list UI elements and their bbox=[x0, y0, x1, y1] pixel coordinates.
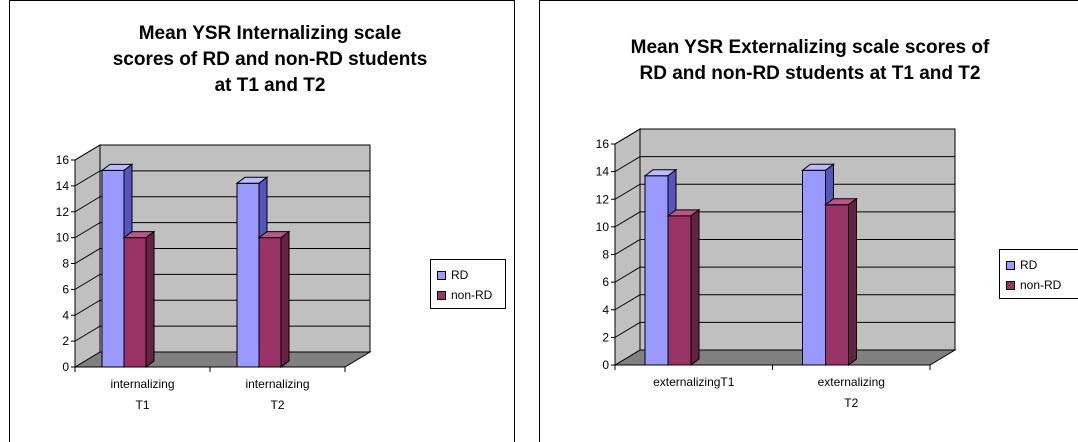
rd-swatch-icon bbox=[437, 270, 446, 280]
non-rd-swatch-icon bbox=[437, 290, 446, 300]
gridline bbox=[74, 248, 101, 264]
bar-side bbox=[690, 208, 700, 366]
y-tick-label: 0 bbox=[62, 360, 69, 374]
gridline bbox=[74, 325, 101, 342]
y-tick-label: 8 bbox=[62, 257, 69, 271]
y-tick-label: 12 bbox=[596, 192, 610, 206]
bar-front bbox=[258, 237, 282, 368]
gridline bbox=[74, 222, 101, 239]
chart-title: Mean YSR Externalizing scale scores of R… bbox=[630, 37, 990, 84]
x-tick-label: externalizingT1 bbox=[653, 375, 735, 389]
y-tick-label: 16 bbox=[56, 153, 70, 167]
bar-side bbox=[280, 230, 290, 368]
y-tick-label: 12 bbox=[56, 205, 70, 219]
internalizing-bar-chart: 0 2 4 6 8 10 12 14 16 internalizing T1 internalizin… bbox=[56, 144, 372, 412]
gridline bbox=[74, 144, 101, 161]
legend-item-rd: RD bbox=[1006, 255, 1072, 275]
gridline bbox=[614, 183, 641, 200]
x-tick-label: internalizing T2 bbox=[245, 377, 309, 412]
gridline bbox=[614, 211, 641, 228]
bar-front bbox=[825, 204, 849, 366]
gridline bbox=[614, 266, 641, 283]
internalizing-chart-panel: Mean YSR Internalizing scale scores of R… bbox=[9, 0, 515, 442]
bar-front bbox=[236, 182, 260, 368]
y-tick-label: 2 bbox=[602, 330, 609, 344]
legend-label: RD bbox=[451, 268, 469, 282]
y-tick-label: 4 bbox=[62, 308, 69, 322]
chart-title: Mean YSR Internalizing scale scores of R… bbox=[112, 23, 428, 96]
y-tick-label: 16 bbox=[596, 137, 610, 151]
legend-label: non-RD bbox=[451, 288, 493, 302]
non-rd-swatch-icon bbox=[1006, 280, 1015, 290]
x-tick-label: externalizing T2 bbox=[818, 375, 885, 410]
rd-swatch-icon bbox=[1006, 260, 1015, 270]
externalizing-chart-panel: Mean YSR Externalizing scale scores of R… bbox=[539, 0, 1078, 442]
externalizing-bar-chart: 0 2 4 6 8 10 12 14 16 externalizingT1 externalizin… bbox=[596, 128, 957, 410]
bar-front bbox=[644, 175, 669, 366]
gridline bbox=[74, 299, 101, 316]
y-tick-label: 14 bbox=[596, 165, 610, 179]
bar-non-rd bbox=[666, 208, 701, 366]
bar-side bbox=[848, 197, 857, 366]
legend: RD non-RD bbox=[430, 259, 506, 309]
y-tick-label: 8 bbox=[602, 248, 609, 262]
bar-front bbox=[101, 169, 125, 368]
bar-non-rd bbox=[122, 230, 156, 368]
x-tick-label: internalizing T1 bbox=[110, 377, 174, 412]
gridline bbox=[74, 170, 101, 187]
y-tick-label: 2 bbox=[62, 334, 69, 348]
bar-front bbox=[667, 215, 692, 366]
bar-front bbox=[802, 169, 826, 366]
y-tick-label: 0 bbox=[602, 358, 609, 372]
y-tick-label: 6 bbox=[62, 282, 69, 296]
gridline bbox=[614, 128, 641, 145]
gridline bbox=[74, 196, 101, 213]
legend: RD non-RD bbox=[999, 249, 1078, 299]
y-tick-label: 10 bbox=[56, 231, 70, 245]
gridline bbox=[74, 273, 101, 290]
bar-front bbox=[123, 237, 147, 368]
gridline bbox=[614, 294, 641, 311]
gridline bbox=[614, 321, 641, 338]
legend-item-non-rd: non-RD bbox=[1006, 275, 1072, 295]
bar-side bbox=[145, 230, 155, 368]
bar-non-rd bbox=[824, 197, 858, 366]
gridline bbox=[614, 156, 641, 173]
gridline bbox=[614, 239, 641, 255]
legend-label: non-RD bbox=[1020, 278, 1062, 292]
bar-non-rd bbox=[257, 230, 291, 368]
y-tick-label: 6 bbox=[602, 275, 609, 289]
y-tick-label: 10 bbox=[596, 220, 610, 234]
y-tick-label: 4 bbox=[602, 303, 609, 317]
legend-item-rd: RD bbox=[437, 265, 499, 285]
legend-label: RD bbox=[1020, 258, 1038, 272]
legend-item-non-rd: non-RD bbox=[437, 285, 499, 305]
y-tick-label: 14 bbox=[56, 179, 70, 193]
